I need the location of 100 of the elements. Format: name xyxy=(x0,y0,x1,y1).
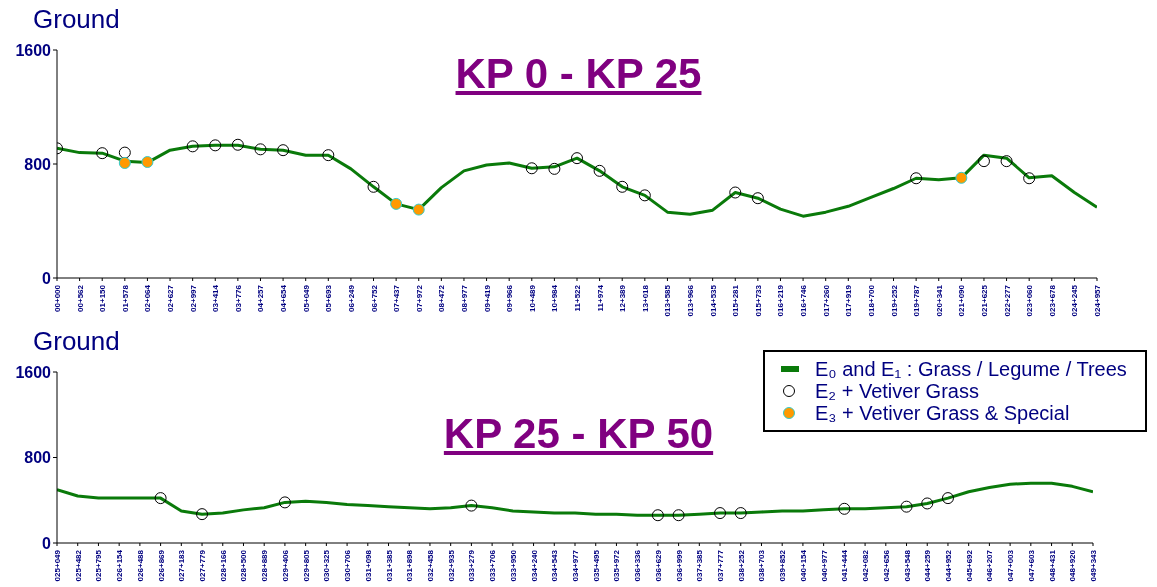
legend-label: E₃ + Vetiver Grass & Special xyxy=(815,402,1070,424)
x-tick-label: 023+678 xyxy=(1047,284,1057,317)
point xyxy=(525,162,538,175)
x-tick-label: 028+889 xyxy=(260,549,270,582)
x-tick-label: 038+252 xyxy=(736,549,746,582)
point xyxy=(714,507,727,520)
y-tick-label: 1600 xyxy=(15,363,52,381)
point xyxy=(390,197,403,210)
legend-label: E₂ + Vetiver Grass xyxy=(815,380,979,402)
point xyxy=(1000,155,1013,168)
x-tick-label: 017+919 xyxy=(844,284,854,317)
x-tick-label: 00+562 xyxy=(75,284,85,312)
x-tick-label: 034+240 xyxy=(529,549,539,582)
point xyxy=(412,203,425,216)
point xyxy=(616,180,629,193)
x-tick-label: 00+000 xyxy=(53,284,62,312)
x-tick-label: 05+693 xyxy=(324,284,334,312)
x-tick-label: 038+703 xyxy=(757,549,767,582)
point xyxy=(254,143,267,156)
x-tick-label: 042+082 xyxy=(861,549,871,582)
x-tick-label: 037+385 xyxy=(695,549,705,582)
point xyxy=(734,507,747,520)
x-tick-label: 06+249 xyxy=(346,284,356,312)
point xyxy=(1023,172,1036,185)
point xyxy=(651,509,664,522)
x-tick-label: 025+795 xyxy=(94,549,104,582)
x-tick-label: 017+260 xyxy=(821,284,831,317)
x-tick-label: 013+585 xyxy=(663,284,673,317)
x-tick-label: 044+259 xyxy=(923,549,933,582)
x-tick-label: 030+706 xyxy=(343,549,353,582)
x-tick-label: 046+207 xyxy=(985,549,995,582)
point xyxy=(672,509,685,522)
x-tick-label: 036+336 xyxy=(633,549,643,582)
x-tick-label: 035+972 xyxy=(612,549,622,582)
x-tick-label: 028+166 xyxy=(218,549,228,582)
x-tick-label: 09+419 xyxy=(482,284,492,312)
point xyxy=(548,162,561,175)
x-tick-label: 034+543 xyxy=(550,549,560,582)
point xyxy=(141,156,154,169)
x-tick-label: 033+279 xyxy=(467,549,477,582)
x-tick-label: 033+950 xyxy=(508,549,518,582)
point xyxy=(278,496,291,509)
x-tick-label: 042+656 xyxy=(881,549,891,582)
y-tick-label: 0 xyxy=(42,534,52,552)
x-tick-label: 029+406 xyxy=(280,549,290,582)
point xyxy=(96,147,109,160)
point xyxy=(955,171,968,184)
x-tick-label: 05+049 xyxy=(301,284,311,312)
x-tick-label: 10+984 xyxy=(550,284,560,312)
x-tick-label: 019+252 xyxy=(889,284,899,317)
y-tick-label: 0 xyxy=(42,269,52,287)
point xyxy=(941,492,954,505)
x-tick-label: 08+977 xyxy=(459,284,469,312)
x-tick-label: 023+060 xyxy=(1025,284,1035,317)
point xyxy=(367,180,380,193)
x-tick-label: 034+977 xyxy=(571,549,580,582)
x-tick-label: 07+972 xyxy=(414,284,424,312)
point xyxy=(977,155,990,168)
x-tick-label: 02+997 xyxy=(188,284,198,312)
point xyxy=(118,146,131,159)
x-tick-label: 026+869 xyxy=(156,549,166,582)
x-tick-label: 031+385 xyxy=(384,549,394,582)
point xyxy=(118,157,131,169)
x-tick-label: 039+852 xyxy=(778,549,788,582)
x-tick-label: 015+281 xyxy=(731,284,741,317)
x-tick-label: 040+154 xyxy=(798,549,808,582)
x-tick-label: 016+219 xyxy=(776,284,786,317)
x-tick-label: 08+472 xyxy=(437,284,447,312)
x-tick-label: 036+629 xyxy=(653,549,663,582)
point xyxy=(277,144,290,157)
x-tick-label: 13+018 xyxy=(640,284,650,312)
x-tick-label: 024+957 xyxy=(1093,284,1102,317)
x-tick-label: 020+341 xyxy=(934,284,944,317)
x-tick-label: 11+974 xyxy=(595,284,605,312)
x-tick-label: 014+535 xyxy=(708,284,718,317)
x-tick-label: 07+437 xyxy=(392,284,402,312)
point xyxy=(322,149,335,162)
point xyxy=(571,152,583,165)
x-tick-label: 029+805 xyxy=(301,549,311,582)
point xyxy=(154,492,167,505)
x-tick-label: 013+966 xyxy=(686,284,696,317)
x-tick-label: 025+482 xyxy=(73,549,83,582)
x-tick-label: 047+603 xyxy=(1026,549,1036,582)
y-tick-label: 800 xyxy=(24,155,52,173)
x-tick-label: 04+654 xyxy=(279,284,289,312)
x-tick-label: 049+343 xyxy=(1089,549,1098,582)
x-tick-label: 028+500 xyxy=(239,549,249,582)
text: KP 25 - KP 50 xyxy=(443,410,714,457)
point xyxy=(921,497,934,510)
x-tick-label: 048+431 xyxy=(1047,549,1057,582)
legend-label: E₀ and E₁ : Grass / Legume / Trees xyxy=(815,358,1127,380)
point xyxy=(196,508,209,521)
x-tick-label: 019+787 xyxy=(912,284,922,317)
x-tick-label: 031+098 xyxy=(363,549,373,582)
x-tick-label: 022+277 xyxy=(1002,284,1012,317)
point xyxy=(751,192,764,205)
x-tick-label: 01+578 xyxy=(120,284,130,312)
x-tick-label: 026+488 xyxy=(135,549,145,582)
point xyxy=(638,189,651,202)
point xyxy=(465,499,478,512)
